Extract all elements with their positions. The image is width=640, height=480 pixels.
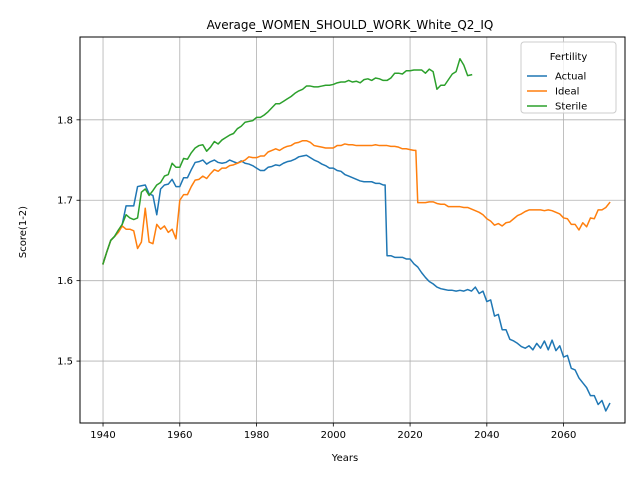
x-tick-label: 2040 (474, 430, 499, 441)
y-tick-label: 1.8 (57, 115, 73, 126)
plot-frame (79, 36, 626, 424)
series-line-ideal (102, 139, 611, 265)
legend-label-actual: Actual (555, 72, 586, 83)
y-axis-ticks: 1.5 1.6 1.7 1.8 (57, 115, 80, 368)
legend-title: Fertility (550, 52, 588, 63)
legend-items: Actual Ideal Sterile (527, 72, 587, 113)
series-lines (102, 57, 611, 412)
chart-title: Average_WOMEN_SHOULD_WORK_White_Q2_IQ (207, 18, 494, 32)
x-tick-label: 2020 (397, 430, 422, 441)
legend: Fertility Actual Ideal Sterile (520, 41, 617, 114)
legend-label-sterile: Sterile (555, 102, 587, 113)
series-line-actual (102, 154, 611, 412)
legend-box (520, 41, 617, 114)
legend-label-ideal: Ideal (555, 87, 579, 98)
x-tick-label: 2000 (321, 430, 346, 441)
x-axis-label: Years (331, 453, 358, 464)
series-line-sterile (102, 57, 473, 265)
x-tick-label: 1960 (167, 430, 192, 441)
x-tick-label: 1980 (244, 430, 269, 441)
y-axis-label: Score(1-2) (18, 206, 29, 258)
x-tick-label: 1940 (90, 430, 115, 441)
x-axis-ticks: 1940 1960 1980 2000 2020 2040 2060 (90, 423, 576, 441)
y-tick-label: 1.6 (57, 276, 73, 287)
y-tick-label: 1.7 (57, 196, 73, 207)
x-tick-label: 2060 (551, 430, 576, 441)
y-tick-label: 1.5 (57, 357, 73, 368)
